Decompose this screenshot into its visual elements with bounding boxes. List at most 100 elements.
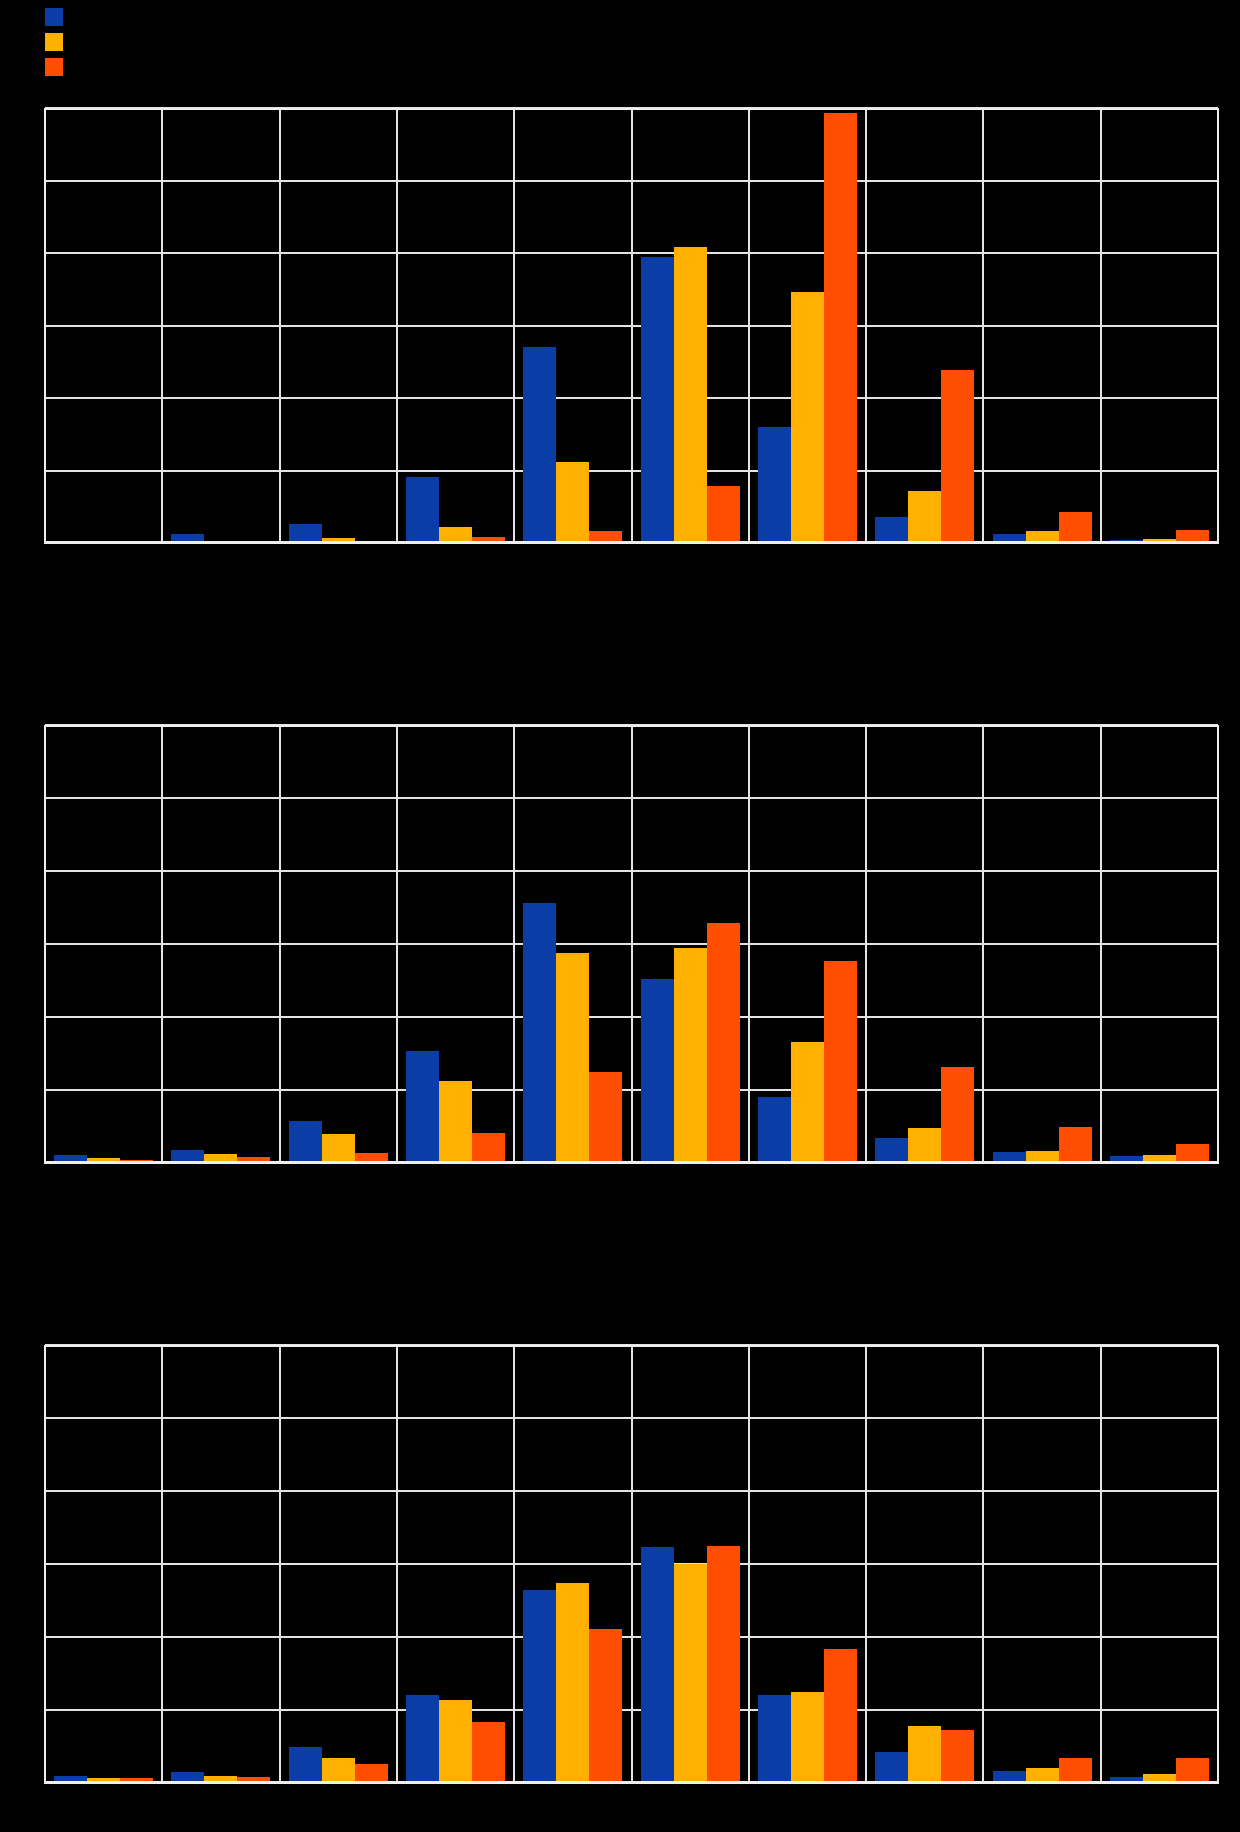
axis-spine-top — [44, 108, 1219, 110]
gridline-horizontal — [45, 179, 1218, 182]
bar-series-orange-group7 — [823, 960, 857, 1163]
gridline-horizontal — [45, 252, 1218, 254]
bar-series-orange-group9 — [1058, 1127, 1092, 1163]
bar-series-blue-group8 — [875, 1751, 909, 1783]
bar-series-blue-group1 — [54, 1775, 88, 1783]
axis-spine-top — [44, 1345, 1219, 1347]
bar-series-blue-group2 — [171, 534, 205, 543]
gridline-horizontal — [45, 397, 1218, 399]
bar-series-amber-group6 — [673, 1564, 707, 1783]
bar-series-amber-group4 — [439, 1699, 473, 1783]
bar-series-blue-group7 — [757, 1694, 791, 1783]
bar-series-amber-group3 — [321, 537, 355, 543]
bar-series-blue-group10 — [1109, 1777, 1143, 1783]
bar-series-amber-group9 — [1025, 1150, 1059, 1163]
axis-spine-right — [1217, 108, 1219, 543]
bar-series-blue-group6 — [640, 257, 674, 543]
bar-series-blue-group5 — [523, 1590, 557, 1783]
bar-series-orange-group6 — [706, 1546, 740, 1783]
bar-series-orange-group3 — [354, 1764, 388, 1783]
bar-series-blue-group2 — [171, 1149, 205, 1163]
legend-swatch-series-orange — [45, 58, 63, 76]
bar-series-amber-group7 — [790, 292, 824, 543]
bar-series-amber-group6 — [673, 247, 707, 543]
bar-series-amber-group3 — [321, 1133, 355, 1163]
axis-spine-right — [1217, 1345, 1219, 1783]
gridline-horizontal — [45, 1016, 1218, 1018]
bar-series-amber-group8 — [908, 490, 942, 543]
bar-series-blue-group7 — [757, 1096, 791, 1163]
bar-series-amber-group4 — [439, 527, 473, 543]
bar-series-blue-group6 — [640, 1547, 674, 1783]
bar-series-orange-group6 — [706, 922, 740, 1163]
bar-chart-2 — [44, 724, 1219, 1164]
legend-swatch-series-blue — [45, 8, 63, 26]
gridline-horizontal — [45, 1490, 1218, 1492]
bar-series-blue-group4 — [406, 477, 440, 543]
bar-series-orange-group4 — [472, 1133, 506, 1163]
bar-chart-3 — [44, 1344, 1219, 1784]
bar-series-amber-group7 — [790, 1691, 824, 1783]
bar-series-orange-group2 — [237, 1157, 271, 1163]
gridline-horizontal — [45, 469, 1218, 472]
bar-series-orange-group10 — [1175, 1144, 1209, 1163]
bar-series-blue-group5 — [523, 903, 557, 1163]
bar-series-amber-group5 — [556, 1582, 590, 1783]
bar-series-amber-group2 — [204, 1775, 238, 1783]
bar-series-blue-group3 — [288, 524, 322, 543]
bar-series-blue-group10 — [1109, 1155, 1143, 1163]
bar-series-blue-group8 — [875, 1138, 909, 1163]
bar-series-amber-group8 — [908, 1127, 942, 1163]
bar-series-orange-group9 — [1058, 511, 1092, 543]
bar-series-orange-group8 — [941, 1066, 975, 1163]
bar-series-amber-group4 — [439, 1080, 473, 1163]
gridline-horizontal — [45, 943, 1218, 945]
axis-spine-bottom — [44, 1781, 1219, 1784]
bar-series-amber-group9 — [1025, 1767, 1059, 1783]
bar-series-amber-group1 — [87, 1778, 121, 1783]
bar-series-blue-group7 — [757, 427, 791, 543]
bar-series-orange-group10 — [1175, 529, 1209, 543]
axis-spine-bottom — [44, 1161, 1219, 1164]
bar-series-orange-group2 — [237, 1777, 271, 1783]
bar-series-orange-group6 — [706, 485, 740, 543]
bar-series-blue-group2 — [171, 1772, 205, 1783]
axis-spine-left — [44, 108, 46, 543]
bar-series-amber-group8 — [908, 1726, 942, 1783]
bar-series-orange-group1 — [120, 1777, 154, 1783]
bar-series-blue-group4 — [406, 1050, 440, 1163]
bar-series-orange-group5 — [589, 530, 623, 543]
bar-series-orange-group8 — [941, 1730, 975, 1783]
gridline-horizontal — [45, 324, 1218, 327]
bar-series-amber-group9 — [1025, 531, 1059, 543]
legend-swatch-series-amber — [45, 33, 63, 51]
gridline-horizontal — [45, 870, 1218, 872]
axis-spine-right — [1217, 725, 1219, 1163]
bar-series-orange-group9 — [1058, 1758, 1092, 1783]
bar-series-blue-group9 — [992, 1152, 1026, 1163]
bar-series-orange-group10 — [1175, 1758, 1209, 1783]
bar-series-amber-group1 — [87, 1158, 121, 1163]
bar-series-orange-group4 — [472, 537, 506, 543]
bar-series-blue-group9 — [992, 1771, 1026, 1783]
bar-series-orange-group8 — [941, 369, 975, 543]
axis-spine-bottom — [44, 541, 1219, 544]
bar-series-blue-group3 — [288, 1746, 322, 1783]
bar-series-amber-group10 — [1142, 1154, 1176, 1163]
bar-series-amber-group7 — [790, 1041, 824, 1163]
bar-series-blue-group9 — [992, 534, 1026, 543]
bar-series-orange-group5 — [589, 1072, 623, 1163]
bar-series-blue-group1 — [54, 1154, 88, 1163]
bar-series-orange-group7 — [823, 1648, 857, 1783]
bar-series-orange-group3 — [354, 1152, 388, 1163]
bar-series-amber-group10 — [1142, 1773, 1176, 1783]
axis-spine-top — [44, 725, 1219, 727]
gridline-horizontal — [45, 1417, 1218, 1419]
bar-series-amber-group6 — [673, 947, 707, 1163]
gridline-horizontal — [45, 797, 1218, 799]
axis-spine-left — [44, 1345, 46, 1783]
bar-series-blue-group8 — [875, 516, 909, 543]
bar-series-blue-group6 — [640, 979, 674, 1163]
axis-spine-left — [44, 725, 46, 1163]
